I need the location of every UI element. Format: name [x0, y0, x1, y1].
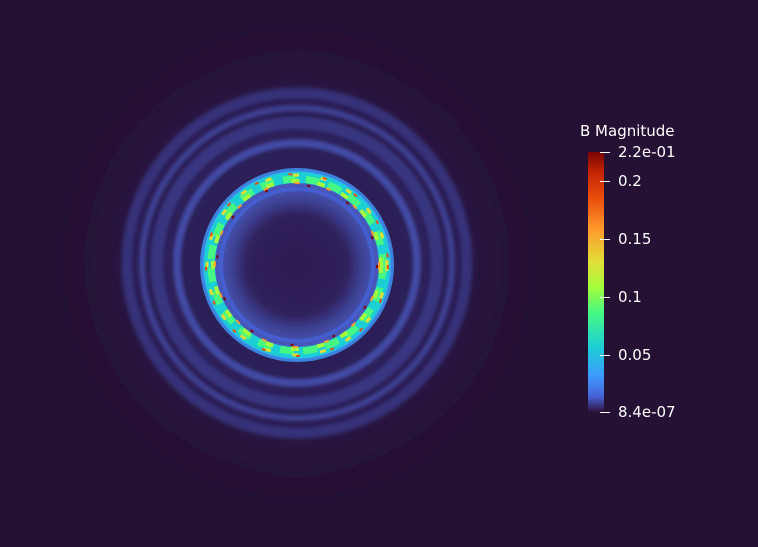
coil-ring — [200, 168, 394, 362]
tick-mark — [600, 355, 610, 356]
colorbar — [588, 152, 604, 412]
tick-mark — [600, 181, 610, 182]
legend-title: B Magnitude — [580, 122, 675, 140]
tick-mark — [600, 412, 610, 413]
tick-label: 0.05 — [618, 346, 652, 364]
tick-mark — [600, 152, 610, 153]
tick-label: 0.1 — [618, 288, 642, 306]
tick-label: 0.15 — [618, 230, 652, 248]
inner-region — [212, 180, 382, 350]
tick-label-max: 2.2e-01 — [618, 143, 676, 161]
tick-label-min: 8.4e-07 — [618, 403, 676, 421]
tick-mark — [600, 239, 610, 240]
tick-mark — [600, 297, 610, 298]
outer-ring — [122, 88, 472, 438]
tick-label: 0.2 — [618, 172, 642, 190]
